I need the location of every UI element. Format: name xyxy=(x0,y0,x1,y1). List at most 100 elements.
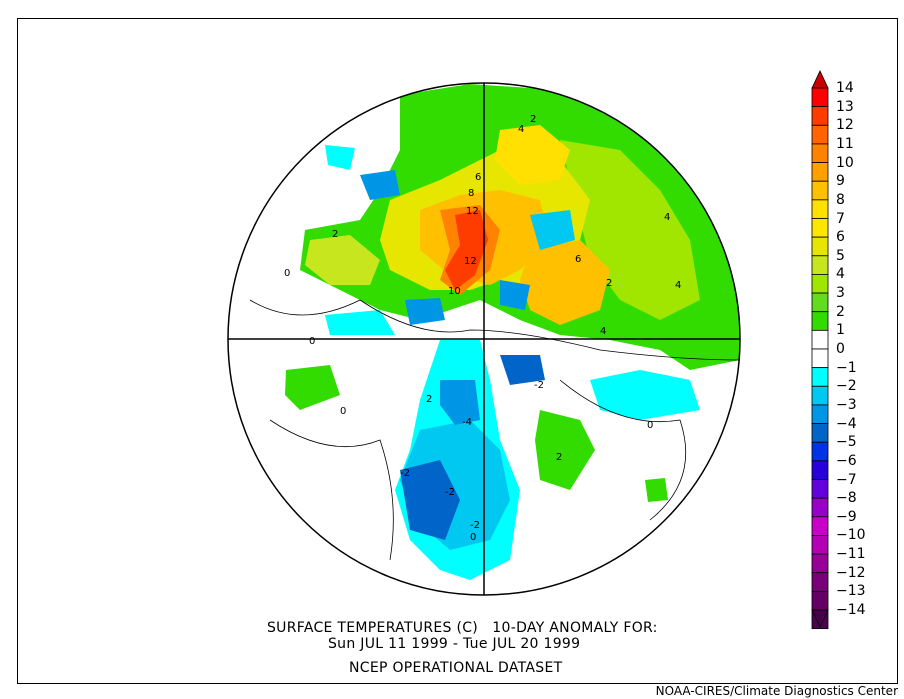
contour-labels: 2 4 6 8 12 12 10 2 4 6 4 4 2 0 0 -2 -4 -… xyxy=(284,114,681,543)
colorbar-swatch xyxy=(811,292,829,313)
colorbar-swatch xyxy=(811,87,829,108)
contour-label: 0 xyxy=(284,268,290,279)
colorbar-swatch xyxy=(811,516,829,536)
colorbar-label: 3 xyxy=(836,285,845,302)
colorbar-label: −6 xyxy=(836,452,857,469)
colorbar-swatch xyxy=(811,460,829,480)
colorbar-label: −9 xyxy=(836,508,857,525)
colorbar-swatch xyxy=(811,535,829,555)
colorbar-label: 8 xyxy=(836,191,845,208)
contour-label: -2 xyxy=(400,468,410,479)
contour-label: 0 xyxy=(647,420,653,431)
warm-anomaly-region xyxy=(285,365,340,410)
colorbar-swatch xyxy=(811,497,829,518)
colorbar-label: 2 xyxy=(836,303,845,320)
colorbar-swatch xyxy=(811,199,829,219)
colorbar-label: 14 xyxy=(836,80,854,96)
contour-label: -4 xyxy=(462,417,472,428)
credit-text: NOAA-CIRES/Climate Diagnostics Center xyxy=(655,684,898,698)
colorbar-label: 10 xyxy=(836,154,854,171)
colorbar-label: 4 xyxy=(836,266,845,283)
colorbar-swatch xyxy=(811,162,829,182)
colorbar-label: 9 xyxy=(836,173,845,190)
colorbar-label: 1 xyxy=(836,322,845,339)
colorbar-label: −14 xyxy=(836,602,866,618)
date-range: Sun JUL 11 1999 - Tue JUL 20 1999 xyxy=(328,636,581,652)
colorbar-swatch xyxy=(811,572,829,592)
colorbar-swatch xyxy=(811,423,829,443)
cold-anomaly-region xyxy=(500,280,530,310)
cold-anomaly-region xyxy=(325,145,355,170)
colorbar-swatch xyxy=(811,441,829,462)
contour-label: 2 xyxy=(530,114,536,125)
colorbar-label: −3 xyxy=(836,396,857,413)
warm-anomaly-region xyxy=(560,140,700,320)
colorbar-swatch xyxy=(811,106,829,126)
contour-label: 12 xyxy=(464,256,477,267)
colorbar-bottom-arrow xyxy=(811,609,829,628)
zero-contours xyxy=(249,299,740,561)
colorbar-swatch xyxy=(811,348,829,369)
map-boundary-circle xyxy=(227,82,741,596)
contour-label: 2 xyxy=(332,229,338,240)
warm-anomaly-region xyxy=(305,235,380,285)
colorbar-swatch xyxy=(811,180,829,201)
contour-label: 4 xyxy=(664,212,670,223)
warm-anomaly-region xyxy=(495,125,570,185)
dataset-name: NCEP OPERATIONAL DATASET xyxy=(349,660,563,676)
colorbar-label: −8 xyxy=(836,490,857,507)
cold-anomaly-region xyxy=(360,170,400,200)
cold-anomaly-region xyxy=(500,355,545,385)
colorbar-label: −1 xyxy=(836,359,857,376)
colorbar-swatch xyxy=(811,553,829,574)
colorbar-label: 13 xyxy=(836,98,854,115)
contour-label: 4 xyxy=(518,124,524,135)
contour-label: 0 xyxy=(470,532,476,543)
cold-anomaly-region xyxy=(440,380,480,425)
contour-label: 0 xyxy=(309,336,315,347)
colorbar-label: −5 xyxy=(836,434,857,451)
map-title: SURFACE TEMPERATURES (C) 10-DAY ANOMALY … xyxy=(267,620,658,636)
colorbar-label: −7 xyxy=(836,471,857,488)
colorbar-label: −11 xyxy=(836,546,866,563)
contour-label: 2 xyxy=(426,394,432,405)
cold-anomaly-region xyxy=(325,310,395,335)
colorbar-swatch xyxy=(811,274,829,294)
colorbar-top-arrow xyxy=(811,70,829,89)
contour-label: 6 xyxy=(475,172,481,183)
plot-frame xyxy=(17,18,898,684)
colorbar-swatch xyxy=(811,124,829,145)
colorbar-label: 6 xyxy=(836,229,845,246)
colorbar-label: −12 xyxy=(836,564,866,581)
colorbar-swatch xyxy=(811,236,829,257)
contour-label: 2 xyxy=(556,452,562,463)
contour-label: 0 xyxy=(340,406,346,417)
warm-anomaly-region xyxy=(445,210,488,290)
contour-label: 10 xyxy=(448,286,461,297)
contour-label: -2 xyxy=(445,487,455,498)
colorbar-label: −4 xyxy=(836,415,857,432)
colorbar-label: 7 xyxy=(836,210,845,227)
colorbar-swatch xyxy=(811,590,829,611)
colorbar-label: 11 xyxy=(836,135,854,152)
contour-label: 4 xyxy=(600,326,606,337)
colorbar-label: −13 xyxy=(836,583,866,600)
colorbar-label: 5 xyxy=(836,247,845,264)
colorbar-swatch xyxy=(811,329,829,350)
colorbar-swatch xyxy=(811,385,829,406)
cold-anomaly-region xyxy=(530,210,575,250)
warm-anomaly-region xyxy=(535,410,595,490)
cold-anomaly-region xyxy=(400,460,460,540)
cold-anomaly-region xyxy=(405,298,445,325)
colorbar-swatch xyxy=(811,404,829,424)
contour-label: 8 xyxy=(468,188,474,199)
colorbar-swatch xyxy=(811,218,829,238)
contour-label: -2 xyxy=(470,520,480,531)
contour-label: -2 xyxy=(534,380,544,391)
colorbar-swatch xyxy=(811,367,829,387)
contour-label: 12 xyxy=(466,206,479,217)
colorbar-label: 12 xyxy=(836,117,854,134)
colorbar-label: −2 xyxy=(836,378,857,395)
warm-anomaly-region xyxy=(520,240,610,325)
